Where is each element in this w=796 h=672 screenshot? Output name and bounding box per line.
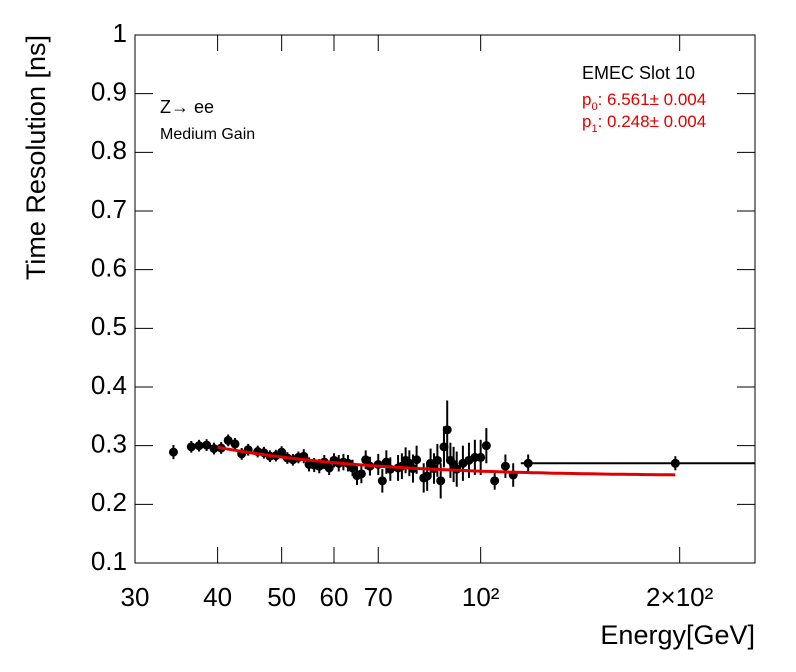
data-point [377,476,387,486]
x-tick-label: 40 [203,582,232,612]
x-tick-label: 50 [267,582,296,612]
data-point [324,463,334,473]
y-tick-label: 0.1 [91,546,127,576]
data-point [202,440,212,450]
annotation: Z→ ee [160,97,214,117]
y-tick-label: 0.5 [91,311,127,341]
y-tick-label: 0.3 [91,429,127,459]
data-point [194,441,204,451]
y-tick-label: 0.7 [91,194,127,224]
fit-error: 0.004 [664,112,707,131]
fit-index: 1 [591,123,597,135]
fit-curve [217,445,676,477]
data-point [412,455,422,465]
y-tick-label: 0.4 [91,370,127,400]
plot-frame [134,34,756,564]
data-point [230,439,240,449]
y-tick-label: 0.6 [91,253,127,283]
data-point [432,455,442,465]
y-tick-label: 1 [113,18,127,48]
x-tick-label: 10² [462,582,500,612]
fit-error: 0.004 [664,90,707,109]
x-tick-label: 70 [364,582,393,612]
fit-index: 0 [591,101,597,113]
data-point [381,457,391,467]
data-point [476,452,486,462]
x-tick-label: 60 [320,582,349,612]
data-point [442,425,452,435]
data-point [481,441,491,451]
fit-label: p1: 0.248± 0.004 [582,112,706,134]
x-tick-label: 2×10² [646,582,714,612]
data-point [361,455,371,465]
data-point [186,442,196,452]
y-axis-title: Time Resolution [ns] [21,35,51,280]
annotation: Medium Gain [160,126,255,143]
fit-pm: ± [650,112,664,131]
data-point [500,461,510,471]
fit-symbol: p [582,90,591,109]
data-point [490,476,500,486]
data-point [422,471,432,481]
fit-symbol: p [582,112,591,131]
fit-label: p0: 6.561± 0.004 [582,90,706,112]
x-axis-title: Energy[GeV] [600,620,755,650]
y-tick-label: 0.8 [91,135,127,165]
data-point [670,458,680,468]
y-tick-label: 0.2 [91,487,127,517]
data-point [523,458,533,468]
data-point [209,444,219,454]
fit-sep: : [598,112,607,131]
data-point [356,469,366,479]
fit-pm: ± [650,90,664,109]
data-point [223,435,233,445]
data-point [168,447,178,457]
y-tick-label: 0.9 [91,77,127,107]
fit-value: 6.561 [607,90,650,109]
annotation: EMEC Slot 10 [582,63,695,83]
fit-value: 0.248 [607,112,650,131]
x-tick-label: 30 [121,582,150,612]
fit-sep: : [598,90,607,109]
data-point [277,447,287,457]
data-point [436,476,446,486]
